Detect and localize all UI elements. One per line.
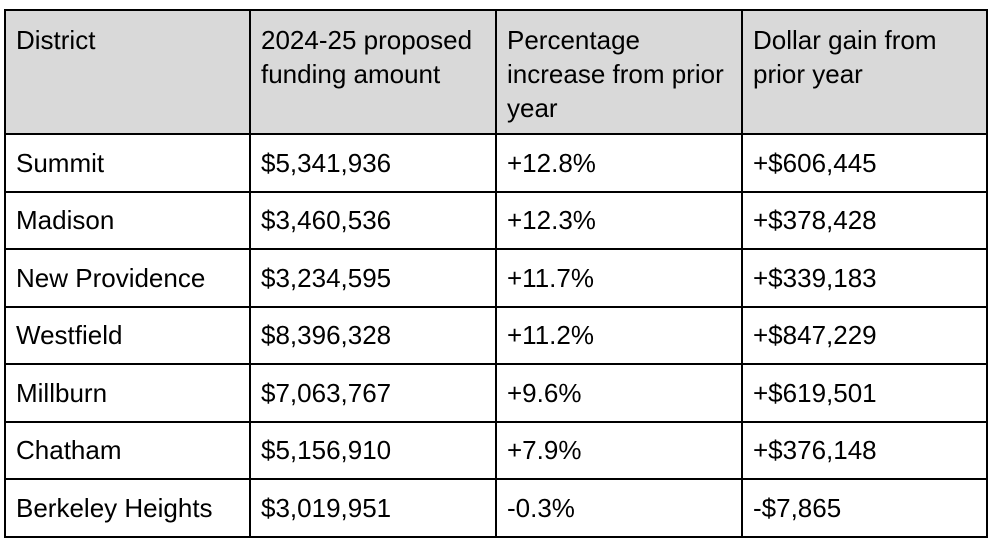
table-cell: +$339,183 — [741, 248, 988, 308]
table-cell: Westfield — [4, 305, 251, 365]
table-cell: +12.3% — [495, 190, 743, 250]
table-body: Summit $5,341,936 +12.8% +$606,445 Madison $3… — [4, 133, 988, 538]
table-cell: +11.7% — [495, 248, 743, 308]
table-row: Berkeley Heights $3,019,951 -0.3% -$7,865 — [4, 478, 988, 538]
table-row: Chatham $5,156,910 +7.9% +$376,148 — [4, 420, 988, 480]
header-row: District 2024-25 proposed funding amount P… — [4, 9, 988, 135]
table-row: New Providence $3,234,595 +11.7% +$339,183 — [4, 248, 988, 308]
table-row: Madison $3,460,536 +12.3% +$378,428 — [4, 190, 988, 250]
table-cell: -0.3% — [495, 478, 743, 538]
table-cell: $8,396,328 — [249, 305, 497, 365]
table-row: Summit $5,341,936 +12.8% +$606,445 — [4, 133, 988, 193]
header-cell: District — [4, 9, 251, 135]
table-cell: +$378,428 — [741, 190, 988, 250]
table-cell: +$606,445 — [741, 133, 988, 193]
table-cell: +$847,229 — [741, 305, 988, 365]
table-cell: $5,156,910 — [249, 420, 497, 480]
table-cell: $5,341,936 — [249, 133, 497, 193]
table-cell: -$7,865 — [741, 478, 988, 538]
table-cell: Chatham — [4, 420, 251, 480]
table-cell: New Providence — [4, 248, 251, 308]
table-cell: $7,063,767 — [249, 363, 497, 423]
table-cell: +7.9% — [495, 420, 743, 480]
table-cell: Madison — [4, 190, 251, 250]
header-cell: Dollar gain from prior year — [741, 9, 988, 135]
table-cell: $3,460,536 — [249, 190, 497, 250]
header-cell: Percentage increase from prior year — [495, 9, 743, 135]
table-cell: +$376,148 — [741, 420, 988, 480]
table-cell: +12.8% — [495, 133, 743, 193]
table-cell: Millburn — [4, 363, 251, 423]
table-cell: $3,234,595 — [249, 248, 497, 308]
table-row: Westfield $8,396,328 +11.2% +$847,229 — [4, 305, 988, 365]
table-cell: Berkeley Heights — [4, 478, 251, 538]
table-cell: +11.2% — [495, 305, 743, 365]
funding-table: District 2024-25 proposed funding amount P… — [4, 9, 988, 538]
table-cell: +9.6% — [495, 363, 743, 423]
table-cell: $3,019,951 — [249, 478, 497, 538]
table-cell: Summit — [4, 133, 251, 193]
table-row: Millburn $7,063,767 +9.6% +$619,501 — [4, 363, 988, 423]
header-cell: 2024-25 proposed funding amount — [249, 9, 497, 135]
table-cell: +$619,501 — [741, 363, 988, 423]
